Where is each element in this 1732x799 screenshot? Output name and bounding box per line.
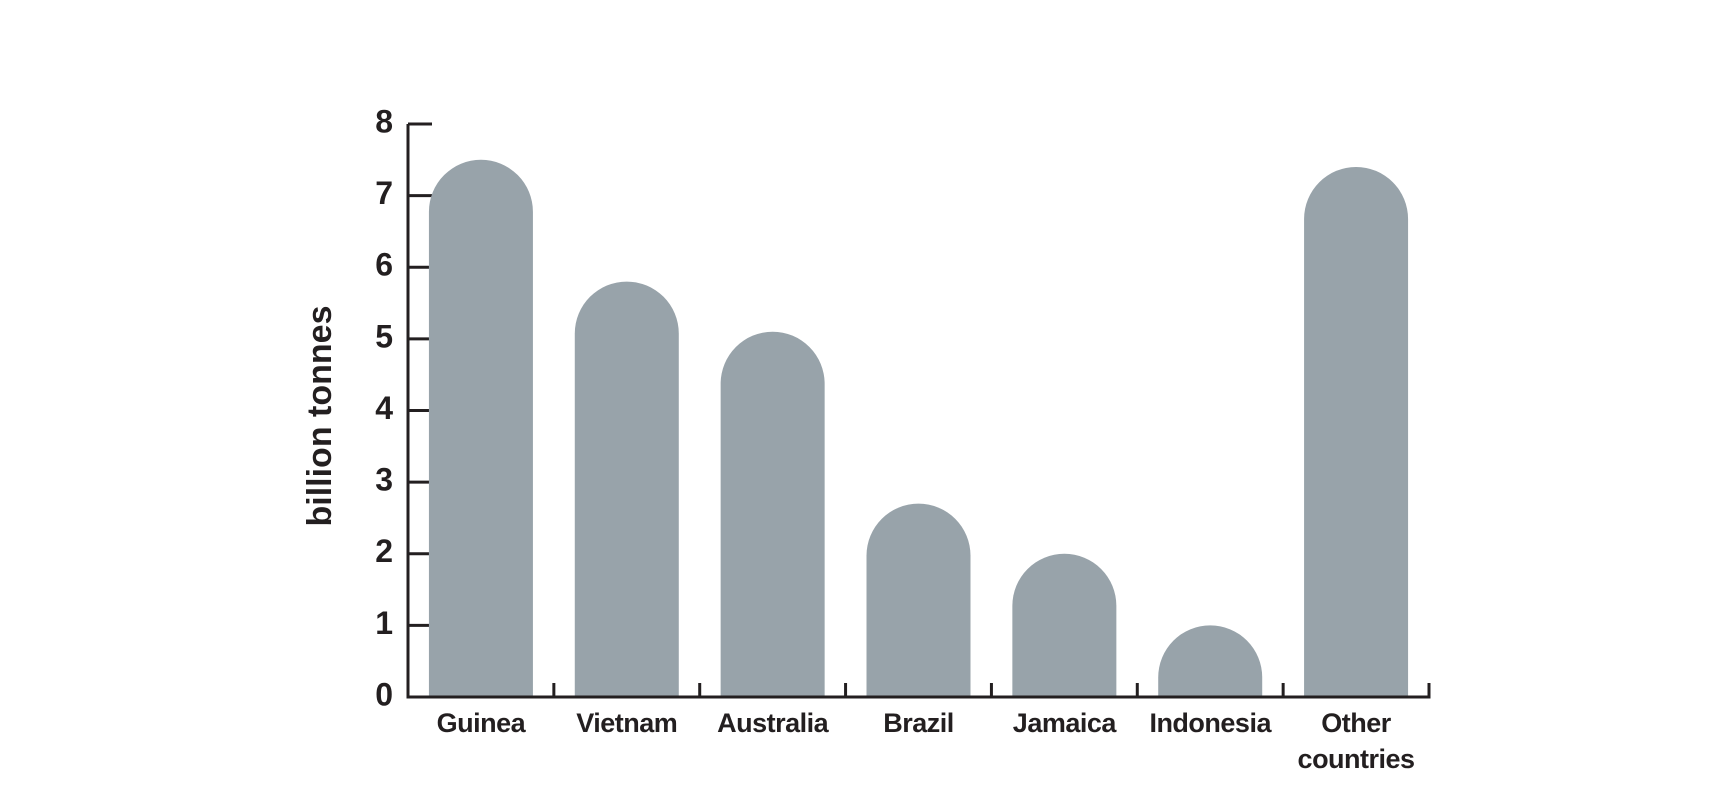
y-tick-label: 4	[375, 390, 393, 426]
x-tick-label: Vietnam	[576, 708, 678, 738]
y-tick-label: 1	[375, 605, 393, 641]
x-tick-label: Other countries	[1297, 708, 1416, 774]
x-tick-label: Guinea	[436, 708, 526, 738]
y-tick-label: 2	[375, 533, 393, 569]
x-tick-label: Jamaica	[1012, 708, 1117, 738]
y-axis-label: billion tonnes	[301, 306, 339, 527]
y-tick-label: 7	[375, 175, 393, 211]
x-tick-label: Indonesia	[1149, 708, 1271, 738]
bar	[866, 503, 971, 697]
bar	[1304, 166, 1409, 697]
bar	[1012, 553, 1117, 697]
y-tick-label: 3	[375, 462, 393, 498]
y-tick-label: 8	[375, 103, 393, 139]
y-tick-label: 6	[375, 247, 393, 283]
x-tick-label: Australia	[717, 708, 829, 738]
y-tick-label: 0	[375, 676, 393, 712]
bar	[428, 159, 533, 697]
y-tick-label: 5	[375, 318, 393, 354]
bar	[720, 331, 825, 697]
bar	[574, 281, 679, 697]
bar	[1158, 625, 1263, 697]
x-tick-label: Brazil	[883, 708, 954, 738]
